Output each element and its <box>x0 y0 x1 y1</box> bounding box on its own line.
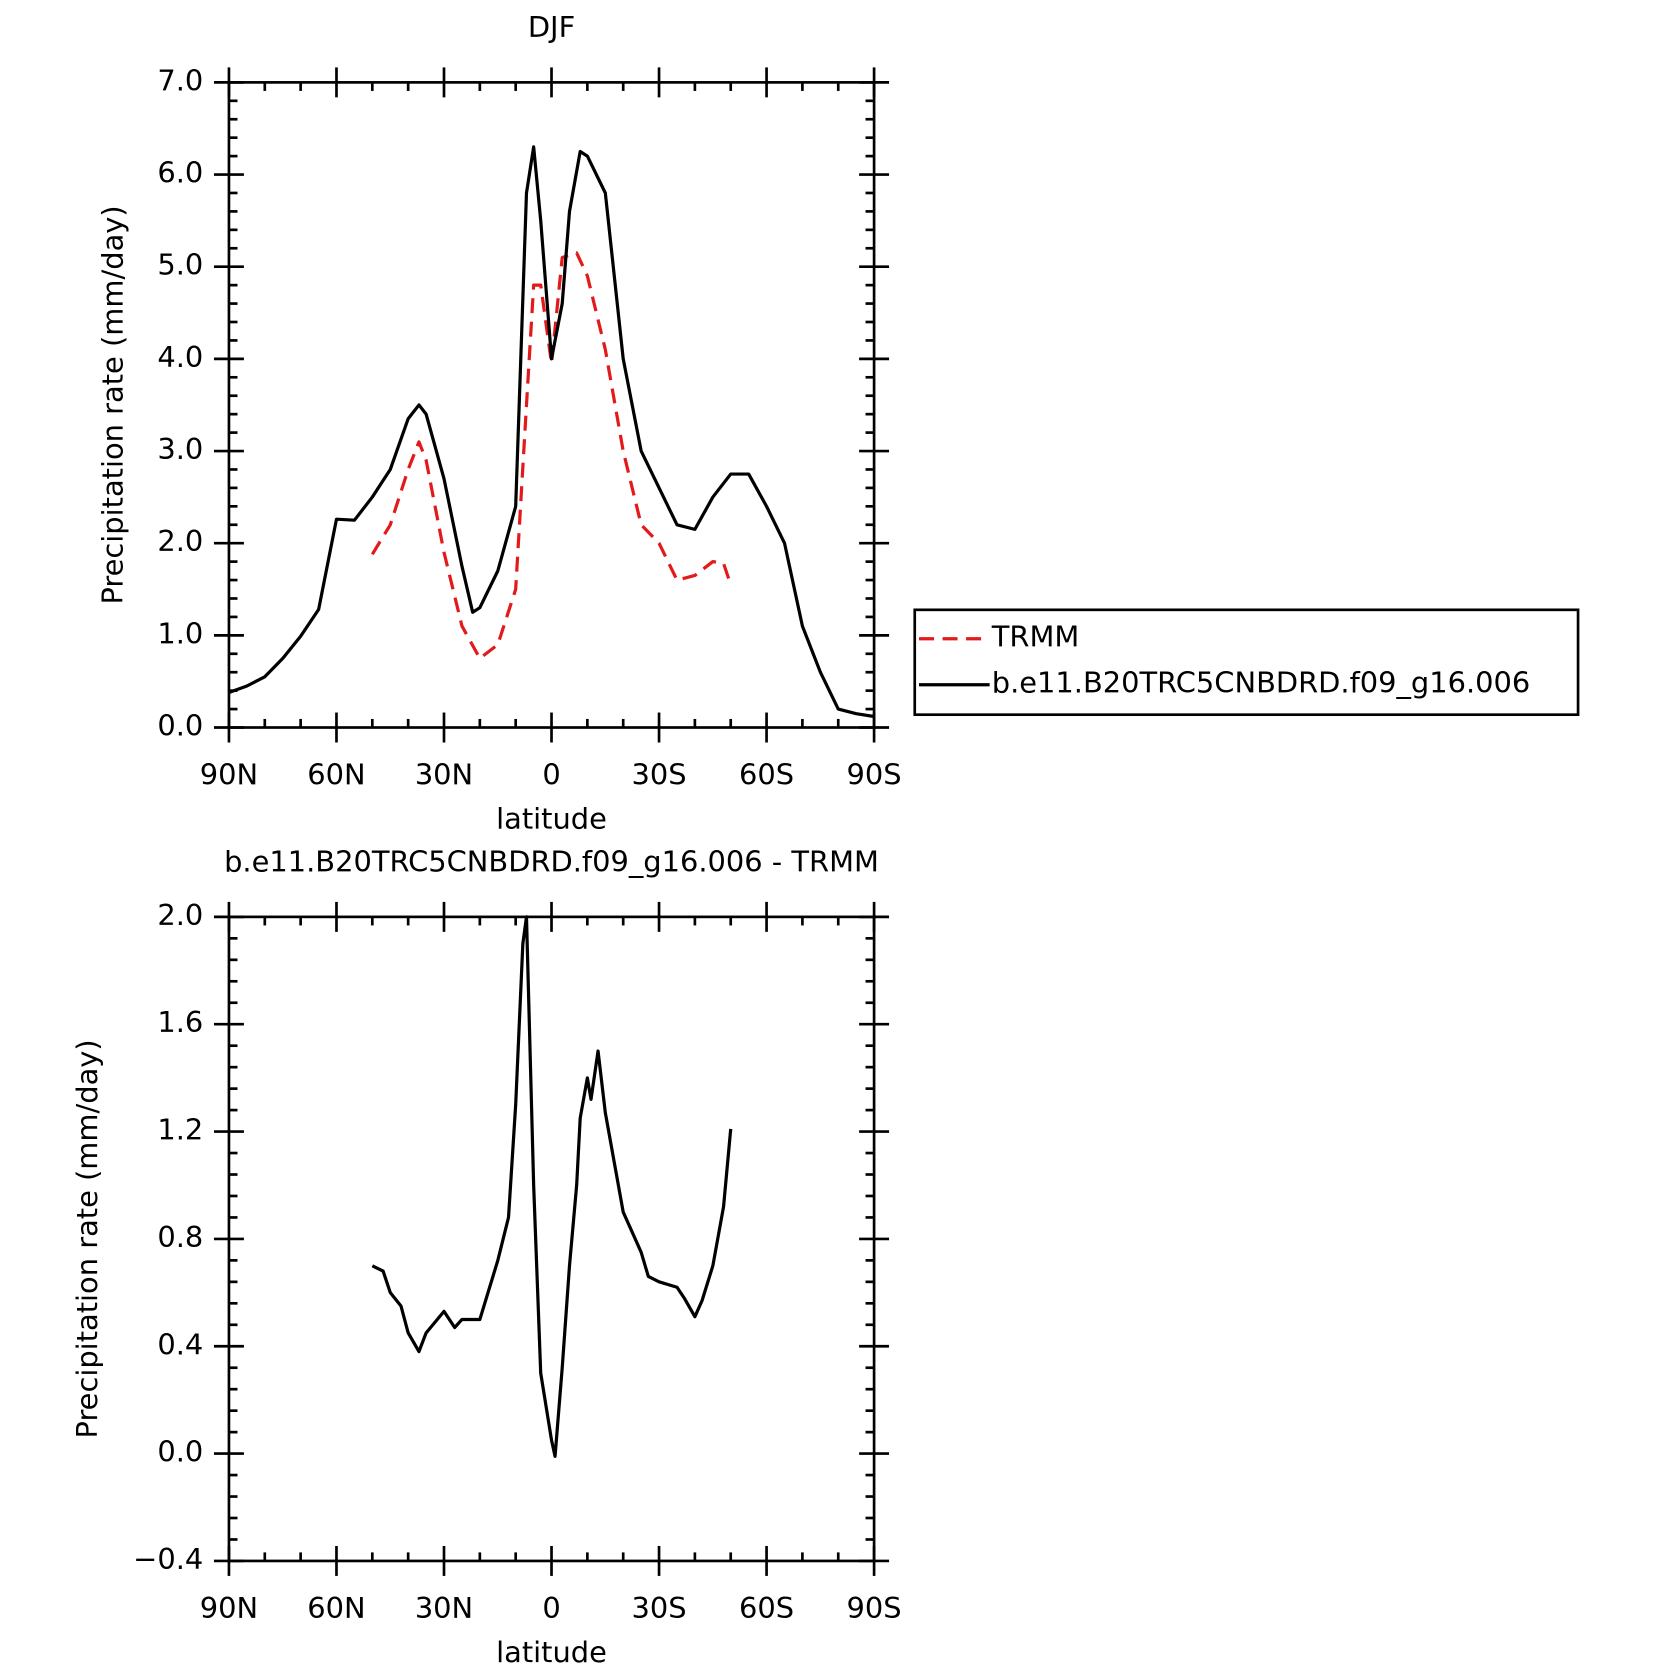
legend-box <box>913 608 1580 717</box>
x-axis-label: latitude <box>496 1635 607 1669</box>
x-tick-label: 30S <box>632 758 687 792</box>
x-tick-label: 30N <box>415 758 473 792</box>
x-tick-label: 90S <box>847 1591 902 1625</box>
x-tick-label: 60N <box>307 758 365 792</box>
data-line <box>370 251 733 661</box>
x-tick-label: 30S <box>632 1591 687 1625</box>
y-tick-label: 3.0 <box>157 432 203 466</box>
plot-frame <box>227 915 876 1563</box>
x-tick-label: 30N <box>415 1591 473 1625</box>
x-tick-label: 60N <box>307 1591 365 1625</box>
y-tick-label: 2.0 <box>157 898 203 932</box>
data-line <box>228 145 875 719</box>
y-tick-label: 1.0 <box>157 616 203 650</box>
chart-title: b.e11.B20TRC5CNBDRD.f09_g16.006 - TRMM <box>224 844 879 878</box>
x-tick-label: 60S <box>739 758 794 792</box>
y-tick-label: 4.0 <box>157 340 203 374</box>
x-tick-label: 90N <box>200 1591 258 1625</box>
x-tick-label: 90N <box>200 758 258 792</box>
y-tick-label: 0.0 <box>157 709 203 743</box>
y-tick-label: 7.0 <box>157 63 203 97</box>
chart-title: DJF <box>528 10 575 44</box>
y-tick-label: 0.8 <box>157 1220 203 1254</box>
y-tick-label: 0.4 <box>157 1327 203 1361</box>
legend-label: TRMM <box>991 620 1080 654</box>
x-tick-label: 60S <box>739 1591 794 1625</box>
y-tick-label: 1.2 <box>157 1113 203 1147</box>
x-tick-label: 0 <box>542 1591 560 1625</box>
x-tick-label: 90S <box>847 758 902 792</box>
y-axis-label: Precipitation rate (mm/day) <box>95 205 129 604</box>
legend-label: b.e11.B20TRC5CNBDRD.f09_g16.006 <box>992 666 1531 700</box>
y-tick-label: 6.0 <box>157 156 203 190</box>
y-tick-label: 0.0 <box>157 1435 203 1469</box>
y-axis-label: Precipitation rate (mm/day) <box>70 1039 104 1438</box>
y-tick-label: 5.0 <box>157 248 203 282</box>
data-line <box>371 915 733 1458</box>
y-tick-label: −0.4 <box>133 1542 203 1576</box>
x-tick-label: 0 <box>542 758 560 792</box>
plot-frame <box>227 81 876 729</box>
x-axis-label: latitude <box>496 802 607 836</box>
y-tick-label: 2.0 <box>157 524 203 558</box>
y-tick-label: 1.6 <box>157 1005 203 1039</box>
